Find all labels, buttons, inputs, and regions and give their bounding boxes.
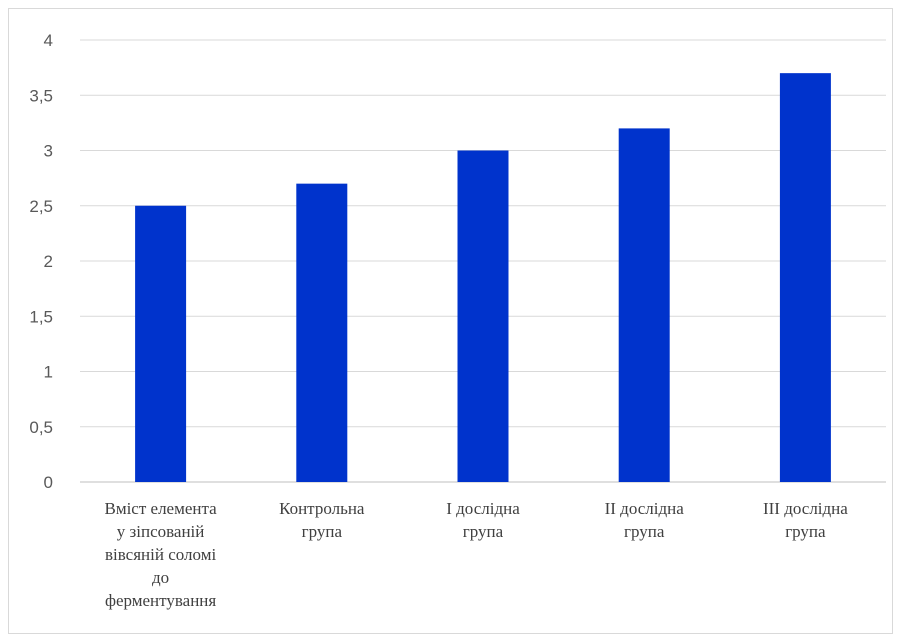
x-tick-label-line: ІІ дослідна bbox=[605, 499, 685, 518]
x-tick-label-line: група bbox=[785, 522, 826, 541]
y-tick-label: 3,5 bbox=[29, 86, 53, 105]
x-tick-label-line: група bbox=[624, 522, 665, 541]
bar bbox=[779, 73, 831, 483]
x-tick-label-line: ІІІ дослідна bbox=[763, 499, 848, 518]
bar bbox=[457, 150, 509, 482]
y-tick-label: 2 bbox=[44, 252, 53, 271]
x-tick-label: Контрольна група bbox=[279, 499, 365, 541]
x-tick-label-line: ферментування bbox=[105, 591, 216, 610]
x-tick-label-line: до bbox=[152, 568, 169, 587]
chart-area: 0 0,5 1 1,5 2 2,5 3 3,5 4 Вміст елемента у зіпсов… bbox=[8, 8, 893, 634]
x-tick-label-line: І дослідна bbox=[446, 499, 520, 518]
x-axis-tick-labels: Вміст елемента у зіпсованій вівсяній солом… bbox=[104, 499, 848, 610]
bar bbox=[618, 128, 670, 482]
bar-chart: 0 0,5 1 1,5 2 2,5 3 3,5 4 Вміст елемента у зіпсов… bbox=[29, 31, 886, 610]
y-tick-label: 1,5 bbox=[29, 307, 53, 326]
x-tick-label-line: група bbox=[302, 522, 343, 541]
y-tick-label: 2,5 bbox=[29, 197, 53, 216]
x-tick-label: І дослідна група bbox=[446, 499, 520, 541]
bar bbox=[135, 205, 187, 482]
x-tick-label-line: Вміст елемента bbox=[104, 499, 217, 518]
y-tick-label: 4 bbox=[44, 31, 53, 50]
x-tick-label-line: Контрольна bbox=[279, 499, 365, 518]
x-tick-label-line: група bbox=[463, 522, 504, 541]
x-tick-label: ІІ дослідна група bbox=[605, 499, 685, 541]
x-tick-label: ІІІ дослідна група bbox=[763, 499, 848, 541]
y-tick-label: 0 bbox=[44, 473, 53, 492]
y-tick-label: 0,5 bbox=[29, 418, 53, 437]
x-tick-label: Вміст елемента у зіпсованій вівсяній солом… bbox=[104, 499, 217, 610]
bars bbox=[135, 73, 831, 483]
x-tick-label-line: вівсяній соломі bbox=[105, 545, 216, 564]
y-tick-label: 3 bbox=[44, 142, 53, 161]
y-tick-label: 1 bbox=[44, 363, 53, 382]
x-tick-label-line: у зіпсованій bbox=[117, 522, 205, 541]
y-axis-tick-labels: 0 0,5 1 1,5 2 2,5 3 3,5 4 bbox=[29, 31, 53, 492]
bar bbox=[296, 183, 348, 482]
